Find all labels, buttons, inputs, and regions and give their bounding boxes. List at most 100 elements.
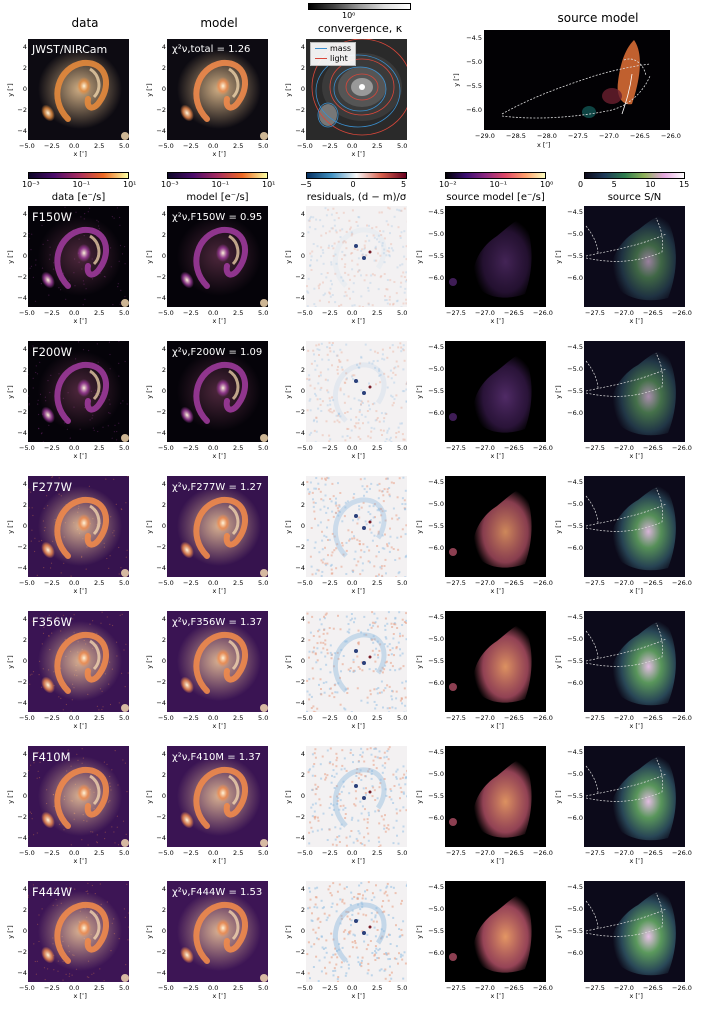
colorbar-model-label: model [e⁻/s] — [186, 192, 249, 203]
row-f410m-residual-panel — [306, 746, 407, 847]
row-f150w-data-ytick: −2 — [17, 273, 27, 281]
row-f410m-model-xlabel: x [″] — [212, 857, 226, 865]
row-f410m-model-panel — [167, 746, 268, 847]
legend-line — [315, 57, 327, 60]
row-f444w-source-xtick: −27.0 — [475, 984, 495, 992]
row-f200w-source-xtick: −27.0 — [475, 444, 495, 452]
top-panel-label: JWST/NIRCam — [32, 43, 108, 56]
row-f150w-residual-panel-image — [306, 206, 407, 307]
convergence-ytick: −4 — [295, 127, 305, 135]
colorbar-snr-label: source S/N — [607, 192, 662, 203]
row-f444w-data-xtick: −2.5 — [44, 984, 60, 992]
row-f356w-model-xtick: 5.0 — [258, 714, 269, 722]
row-f444w-snr-panel-image — [584, 881, 685, 982]
row-f150w-model-panel — [167, 206, 268, 307]
row-f150w-data-ytick: −4 — [17, 294, 27, 302]
row-f277w-residual-ytick: 2 — [300, 501, 305, 509]
row-f356w-data-xtick: 0.0 — [69, 714, 80, 722]
row-f356w-model-xtick: −5.0 — [158, 714, 174, 722]
row-f356w-source-xtick: −26.0 — [533, 714, 553, 722]
top-data-ytick: −2 — [17, 106, 27, 114]
top-source-xtick: −28.0 — [537, 132, 557, 140]
row-f444w-model-ytick: −2 — [156, 948, 166, 956]
row-f150w-snr-ytick: −4.5 — [567, 208, 583, 216]
row-f444w-residual-ytick: 2 — [300, 906, 305, 914]
row-f200w-data-ytick: −2 — [17, 408, 27, 416]
row-f277w-residual-panel-image — [306, 476, 407, 577]
row-f150w-source-panel — [445, 206, 546, 307]
row-f356w-model-ytick: 4 — [161, 615, 166, 623]
row-f277w-source-ytick: −5.5 — [428, 522, 444, 530]
row-f150w-model-xtick: 2.5 — [233, 309, 244, 317]
row-f356w-model-ylabel: y [″] — [145, 654, 154, 669]
row-f410m-snr-panel-image — [584, 746, 685, 847]
row-f356w-residual-ytick: −4 — [295, 699, 305, 707]
row-f444w-source-xtick: −26.0 — [533, 984, 553, 992]
convergence-xlabel: x [″] — [351, 150, 365, 158]
colorbar-source-label: source model [e⁻/s] — [446, 192, 545, 203]
row-f200w-data-ytick: 0 — [22, 387, 27, 395]
row-f150w-residual-xtick: −2.5 — [322, 309, 338, 317]
row-f200w-residual-ytick: 0 — [300, 387, 305, 395]
row-f444w-model-ytick: 2 — [161, 906, 166, 914]
row-f200w-snr-panel — [584, 341, 685, 442]
row-f150w-model-ylabel: y [″] — [145, 249, 154, 264]
row-f150w-model-xlabel: x [″] — [212, 317, 226, 325]
top-source-xtick: −26.5 — [630, 132, 650, 140]
row-f410m-residual-panel-image — [306, 746, 407, 847]
row-f277w-source-xlabel: x [″] — [490, 587, 504, 595]
row-f277w-model-ytick: 2 — [161, 501, 166, 509]
row-f356w-model-panel-image — [167, 611, 268, 712]
row-f277w-source-panel — [445, 476, 546, 577]
row-f200w-model-panel-image — [167, 341, 268, 442]
row-f410m-model-ytick: 2 — [161, 771, 166, 779]
row-f444w-residual-ytick: −2 — [295, 948, 305, 956]
row-f410m-data-xtick: 2.5 — [94, 849, 105, 857]
row-f200w-data-ylabel: y [″] — [6, 384, 15, 399]
top-model-panel-image — [167, 39, 268, 140]
row-f444w-source-ytick: −4.5 — [428, 883, 444, 891]
row-f277w-data-ytick: −4 — [17, 564, 27, 572]
row-f356w-source-xtick: −27.5 — [446, 714, 466, 722]
row-f410m-data-panel-image — [28, 746, 129, 847]
row-f277w-model-panel-image — [167, 476, 268, 577]
row-f277w-residual-panel — [306, 476, 407, 577]
row-f444w-snr-ytick: −4.5 — [567, 883, 583, 891]
row-f277w-model-xlabel: x [″] — [212, 587, 226, 595]
row-f444w-model-xtick: 5.0 — [258, 984, 269, 992]
row-f410m-snr-xtick: −27.5 — [585, 849, 605, 857]
row-f410m-residual-ytick: 0 — [300, 792, 305, 800]
row-f150w-data-ytick: 4 — [22, 210, 27, 218]
row-f444w-filter-label: F444W — [32, 885, 72, 899]
row-f444w-residual-panel-image — [306, 881, 407, 982]
colorbar-model-tick: 10¹ — [262, 180, 276, 189]
row-f410m-residual-xlabel: x [″] — [351, 857, 365, 865]
row-f277w-residual-ylabel: y [″] — [284, 519, 293, 534]
row-f150w-residual-ytick: −2 — [295, 273, 305, 281]
top-model-xtick: 2.5 — [233, 142, 244, 150]
row-f200w-residual-xlabel: x [″] — [351, 452, 365, 460]
row-f410m-source-ytick: −5.5 — [428, 792, 444, 800]
row-f200w-snr-xtick: −27.0 — [614, 444, 634, 452]
row-f356w-data-ytick: −2 — [17, 678, 27, 686]
row-f410m-data-ytick: −2 — [17, 813, 27, 821]
row-f410m-snr-xtick: −27.0 — [614, 849, 634, 857]
row-f200w-snr-panel-image — [584, 341, 685, 442]
row-f277w-source-ytick: −4.5 — [428, 478, 444, 486]
row-f150w-model-ytick: 0 — [161, 252, 166, 260]
row-f150w-data-xtick: −5.0 — [19, 309, 35, 317]
row-f356w-snr-ytick: −4.5 — [567, 613, 583, 621]
row-f150w-source-ytick: −5.0 — [428, 230, 444, 238]
row-f277w-data-ytick: 2 — [22, 501, 27, 509]
convergence-xtick: −2.5 — [322, 142, 338, 150]
top-data-ytick: −4 — [17, 127, 27, 135]
top-source-ytick: −6.0 — [466, 106, 482, 114]
row-f356w-snr-xtick: −26.5 — [643, 714, 663, 722]
row-f277w-snr-ytick: −5.0 — [567, 500, 583, 508]
row-f277w-filter-label: F277W — [32, 480, 72, 494]
row-f277w-residual-ytick: 0 — [300, 522, 305, 530]
convergence-ytick: −2 — [295, 106, 305, 114]
row-f356w-residual-xtick: −5.0 — [297, 714, 313, 722]
row-f150w-residual-xtick: −5.0 — [297, 309, 313, 317]
legend-line — [315, 47, 327, 50]
